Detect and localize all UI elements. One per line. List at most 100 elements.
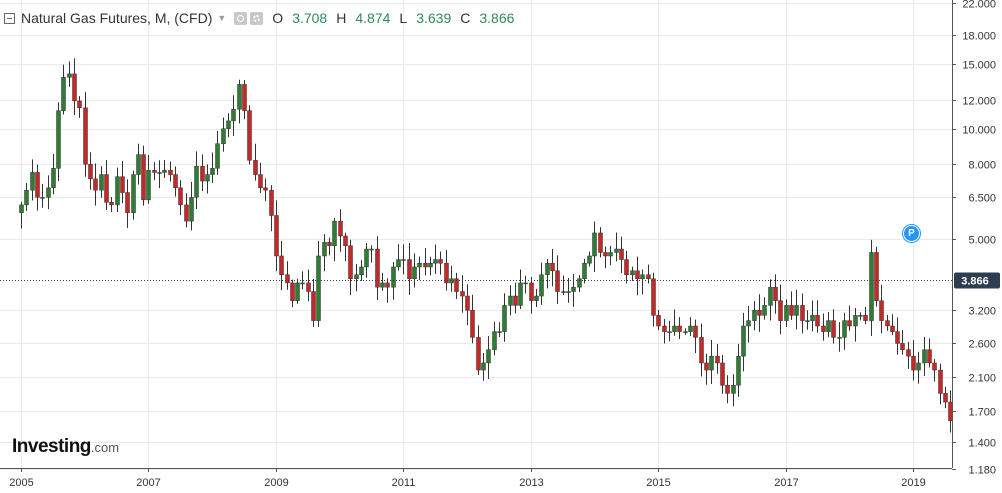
candle [885, 315, 890, 331]
candle-body-up [322, 242, 327, 257]
candle [752, 301, 757, 331]
candle-body-down [327, 242, 332, 246]
candle [566, 278, 571, 303]
candle [306, 269, 311, 302]
candle-body-up [853, 315, 858, 327]
candle [837, 322, 842, 352]
candle [677, 317, 682, 339]
candle [470, 294, 475, 344]
candle [194, 151, 199, 210]
candle [19, 201, 24, 229]
candle [720, 354, 725, 394]
candle [715, 343, 720, 374]
candle-body-up [539, 274, 544, 297]
candle [311, 278, 316, 327]
logo-domain: .com [90, 440, 120, 455]
candle-body-down [253, 160, 258, 175]
candle-body-up [136, 154, 141, 175]
candle-body-up [162, 170, 167, 173]
candle [741, 312, 746, 372]
y-tick-label: 1.180 [968, 465, 996, 477]
candle-body-down [423, 262, 428, 268]
candle-body-down [831, 320, 836, 338]
candle-body-down [465, 295, 470, 311]
candle-body-down [242, 84, 247, 111]
candle-body-up [380, 282, 385, 288]
candle-body-down [943, 393, 948, 403]
candle [152, 162, 157, 181]
p-marker-icon[interactable]: P [903, 225, 920, 242]
candle [667, 320, 672, 342]
candle-body-down [93, 178, 98, 191]
candle-body-up [417, 262, 422, 268]
candle [948, 390, 953, 433]
candle-body-down [444, 262, 449, 284]
candle [269, 185, 274, 232]
y-tick-label: 5.000 [968, 235, 996, 247]
candle-body-up [486, 349, 491, 364]
candle [810, 300, 815, 332]
candle-body-up [688, 325, 693, 332]
x-tick-label: 2011 [392, 477, 416, 489]
candle [614, 232, 619, 262]
candle-body-down [725, 384, 730, 394]
candle [99, 166, 104, 198]
collapse-icon[interactable] [4, 12, 15, 24]
caret-down-icon[interactable]: ▼ [217, 13, 227, 23]
candle-body-up [837, 337, 842, 339]
candle-body-up [571, 286, 576, 292]
gear-icon[interactable] [250, 11, 264, 25]
candle [332, 217, 337, 262]
candle-body-down [635, 270, 640, 280]
candle-body-up [842, 320, 847, 338]
candle [821, 313, 826, 341]
candle-body-down [306, 282, 311, 292]
candle-body-up [869, 252, 874, 321]
candle [938, 363, 943, 405]
candle-body-up [359, 266, 364, 275]
candle [847, 305, 852, 331]
candle [927, 338, 932, 368]
candle-body-up [592, 232, 597, 257]
candle [555, 255, 560, 304]
candle [231, 95, 236, 136]
candle [253, 143, 258, 181]
candle [322, 234, 327, 272]
y-tick-label: 10.000 [962, 125, 996, 137]
eye-icon[interactable] [234, 11, 248, 25]
candle [210, 152, 215, 184]
candle [805, 310, 810, 330]
candle [624, 250, 629, 284]
candle-body-up [608, 252, 613, 257]
candle [826, 311, 831, 338]
candle [412, 253, 417, 288]
candle [178, 180, 183, 216]
candle [35, 164, 40, 211]
instrument-title[interactable]: Natural Gas Futures, M, (CFD) [21, 10, 213, 26]
candle [518, 269, 523, 309]
candle-body-up [731, 384, 736, 394]
candle-body-up [210, 168, 215, 175]
candle-body-up [237, 84, 242, 110]
candle [906, 341, 911, 369]
candle-body-down [778, 300, 783, 321]
candle-body-up [582, 262, 587, 280]
candle [523, 275, 528, 294]
candle-body-up [364, 248, 369, 268]
candle-body-down [168, 170, 173, 175]
candle-body-up [221, 128, 226, 144]
candle-body-up [428, 262, 433, 268]
candle-body-up [545, 262, 550, 275]
candle-body-down [847, 320, 852, 327]
candle [492, 321, 497, 356]
y-tick-label: 2.100 [968, 373, 996, 385]
candle-body-down [932, 362, 937, 371]
candle-body-down [699, 337, 704, 364]
candle [454, 272, 459, 299]
candle [285, 261, 290, 290]
last-price-label-bg [954, 272, 1000, 289]
candle-body-up [794, 305, 799, 316]
candle-body-up [566, 291, 571, 293]
candle-body-down [646, 274, 651, 280]
candle [136, 143, 141, 185]
